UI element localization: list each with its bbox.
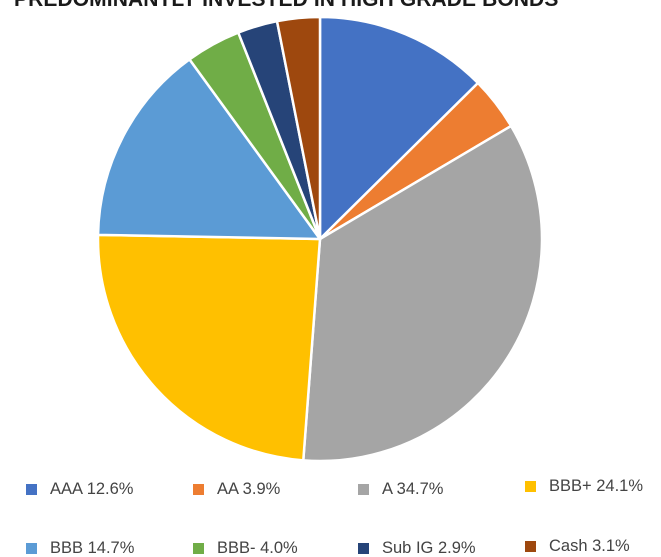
legend-item-cash: Cash 3.1%: [525, 537, 630, 556]
legend-label-aa: AA 3.9%: [217, 480, 281, 498]
legend-swatch-bbb-plus: [525, 481, 536, 492]
legend-label-bbb: BBB 14.7%: [50, 539, 135, 557]
pie-slice-bbb: [96, 58, 322, 241]
legend-label-sub-ig: Sub IG 2.9%: [382, 539, 476, 557]
legend-item-sub-ig: Sub IG 2.9%: [358, 539, 476, 557]
chart-title: PREDOMINANTLY INVESTED IN HIGH GRADE BON…: [14, 0, 558, 12]
legend-swatch-cash: [525, 541, 536, 552]
legend-swatch-aa: [193, 484, 204, 495]
legend-label-bbb-minus: BBB- 4.0%: [217, 539, 298, 557]
legend-swatch-a: [358, 484, 369, 495]
legend-swatch-bbb-minus: [193, 543, 204, 554]
legend-item-aa: AA 3.9%: [193, 480, 280, 499]
legend-item-bbb: BBB 14.7%: [26, 539, 134, 557]
legend-item-a: A 34.7%: [358, 480, 443, 499]
legend-label-bbb-plus: BBB+ 24.1%: [549, 477, 644, 495]
legend-label-cash: Cash 3.1%: [549, 537, 630, 555]
pie-slice-cash: [275, 15, 322, 241]
legend-swatch-bbb: [26, 543, 37, 554]
legend-item-bbb-minus: BBB- 4.0%: [193, 539, 298, 557]
legend-swatch-aaa: [26, 484, 37, 495]
legend-swatch-sub-ig: [358, 543, 369, 554]
pie-slice-bbb-plus: [96, 233, 322, 462]
legend-item-aaa: AAA 12.6%: [26, 480, 133, 499]
pie-slice-a: [302, 124, 544, 463]
pie-slice-aaa: [318, 15, 480, 241]
legend-label-a: A 34.7%: [382, 480, 444, 498]
legend-label-aaa: AAA 12.6%: [50, 480, 134, 498]
legend-item-bbb-plus: BBB+ 24.1%: [525, 477, 643, 496]
